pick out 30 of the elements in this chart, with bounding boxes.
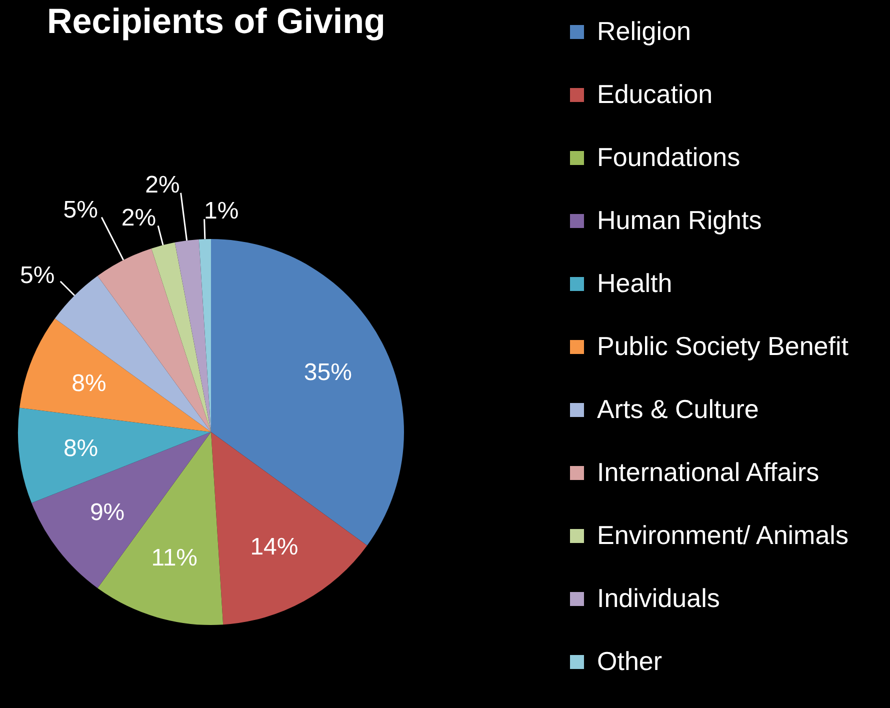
legend-label: Arts & Culture (597, 394, 759, 425)
data-label: 35% (304, 358, 352, 386)
data-label: 1% (204, 198, 239, 225)
data-label: 14% (250, 534, 298, 561)
data-label: 5% (20, 262, 55, 290)
legend-label: Other (597, 646, 662, 677)
pie-slice (18, 408, 211, 504)
legend-label: Education (597, 79, 713, 110)
data-label: 9% (90, 498, 125, 526)
legend-label: Environment/ Animals (597, 520, 848, 551)
legend-label: International Affairs (597, 457, 820, 488)
data-label: 8% (72, 370, 106, 398)
pie-slice (211, 432, 368, 625)
legend-label: Human Rights (597, 205, 762, 236)
data-label: 2% (145, 171, 180, 198)
legend-label: Religion (597, 16, 691, 47)
legend-label: Individuals (597, 583, 720, 614)
chart-title: Recipients of Giving (47, 2, 386, 42)
data-label: 8% (63, 434, 98, 462)
data-label: 5% (63, 196, 98, 224)
pie-slice (151, 242, 211, 432)
legend-label: Health (597, 268, 672, 299)
data-label: 2% (121, 204, 156, 232)
data-label: 11% (151, 544, 198, 572)
legend-label: Foundations (597, 142, 740, 173)
pie-slice (20, 318, 211, 432)
pie-slice (32, 432, 211, 588)
pie-slice (54, 276, 211, 432)
legend-label: Public Society Benefit (597, 331, 848, 362)
pie-slice (174, 239, 211, 432)
